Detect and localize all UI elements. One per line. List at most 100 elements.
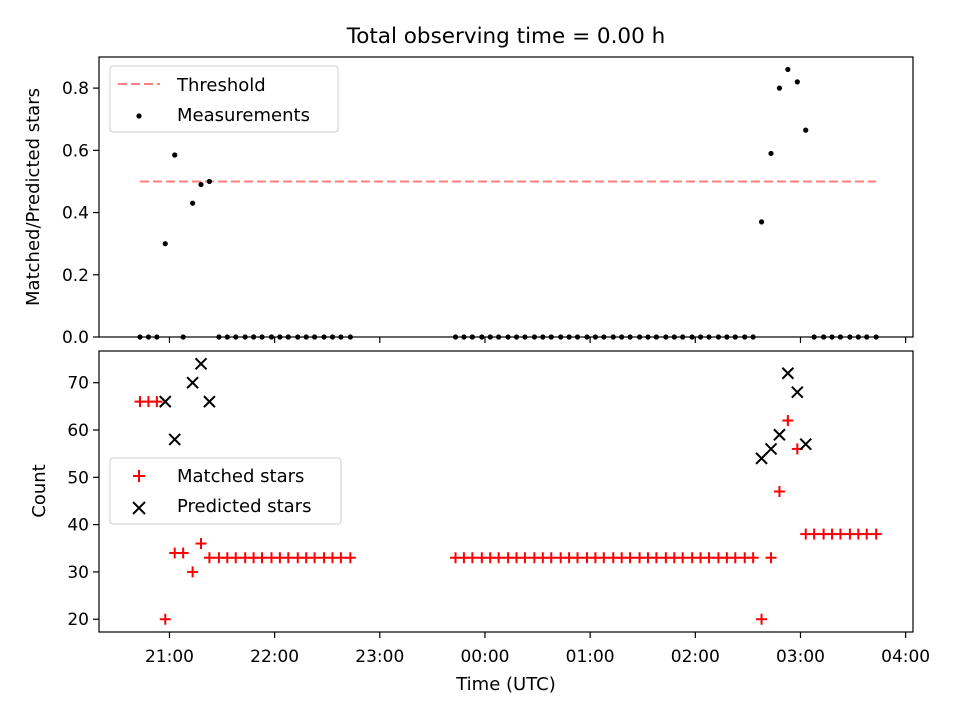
predicted-point xyxy=(159,395,172,408)
matched-point xyxy=(151,396,163,408)
measurement-point xyxy=(689,334,695,340)
predicted-point xyxy=(755,452,768,465)
matched-point xyxy=(729,552,741,564)
predicted-point xyxy=(186,376,199,389)
bottom-y-tick-label: 60 xyxy=(67,421,89,441)
matched-point xyxy=(256,552,268,564)
measurement-point xyxy=(461,334,467,340)
measurement-point xyxy=(250,334,257,340)
measurement-point xyxy=(198,181,204,188)
matched-point xyxy=(650,552,662,564)
measurement-point xyxy=(750,334,756,340)
measurement-point xyxy=(224,334,230,340)
measurement-point xyxy=(233,334,239,340)
bottom-x-tick-label: 02:00 xyxy=(671,647,720,667)
measurement-point xyxy=(768,150,774,157)
matched-point xyxy=(309,552,321,564)
bottom-y-tick-label: 20 xyxy=(67,610,89,630)
legend-threshold-label: Threshold xyxy=(176,75,266,96)
measurement-point xyxy=(522,334,528,340)
measurement-point xyxy=(584,334,590,340)
matched-point xyxy=(677,552,689,564)
measurement-point xyxy=(574,334,581,340)
matched-point xyxy=(230,552,242,564)
measurement-point xyxy=(189,200,196,206)
measurement-point xyxy=(259,334,265,340)
bottom-legend: Matched stars Predicted stars xyxy=(109,457,342,525)
measurement-point xyxy=(329,334,336,340)
measurement-point xyxy=(513,334,520,340)
bottom-x-tick-label: 01:00 xyxy=(566,647,615,667)
bottom-y-tick-label: 70 xyxy=(67,374,89,394)
measurement-point xyxy=(496,334,502,340)
predicted-point xyxy=(203,395,216,408)
bottom-y-tick-label: 30 xyxy=(67,563,89,583)
predicted-point xyxy=(799,437,812,451)
measurement-point xyxy=(829,334,835,340)
predicted-point xyxy=(773,428,786,441)
measurement-point xyxy=(724,334,730,340)
measurement-point xyxy=(847,334,853,340)
matched-point xyxy=(493,552,505,564)
legend-matched-label: Matched stars xyxy=(177,466,304,487)
measurement-point xyxy=(610,334,616,340)
measurement-point xyxy=(697,334,704,340)
measurement-point xyxy=(145,334,152,340)
measurement-point xyxy=(785,66,791,73)
top-y-tick-label: 0.2 xyxy=(62,266,89,286)
measurement-point xyxy=(803,127,809,133)
measurement-point xyxy=(776,85,783,91)
top-plot: 0.00.20.40.60.8 Matched/Predicted stars … xyxy=(23,56,914,348)
matched-point xyxy=(624,552,636,564)
top-y-axis: 0.0 0.2 0.4 0.6 0.8 xyxy=(62,79,99,348)
measurement-point xyxy=(172,152,178,158)
matched-point xyxy=(782,415,794,427)
bottom-x-tick-label: 00:00 xyxy=(460,647,509,667)
bottom-x-tick-label: 03:00 xyxy=(776,647,825,667)
measurement-point xyxy=(162,241,168,247)
measurement-point xyxy=(321,334,327,340)
matched-point xyxy=(834,528,846,540)
bottom-y-tick-label: 40 xyxy=(67,516,89,536)
measurement-point xyxy=(645,334,651,340)
measurement-point xyxy=(671,334,677,340)
top-y-tick-label: 0.4 xyxy=(62,204,89,224)
bottom-y-tick-label: 50 xyxy=(67,468,89,488)
measurement-point xyxy=(311,334,318,340)
measurement-point xyxy=(566,334,572,340)
x-axis-label: Time (UTC) xyxy=(455,674,556,695)
measurement-point xyxy=(811,334,817,340)
chart-title: Total observing time = 0.00 h xyxy=(346,24,666,49)
matched-point xyxy=(282,552,294,564)
measurement-point xyxy=(347,334,353,340)
measurement-point xyxy=(505,334,511,340)
top-x-ticks xyxy=(168,337,907,343)
legend-predicted-swatch xyxy=(132,501,146,515)
measurement-point xyxy=(592,334,598,340)
matched-point xyxy=(177,547,189,559)
bottom-x-tick-label: 23:00 xyxy=(355,647,404,667)
top-legend-box xyxy=(109,65,339,133)
measurement-point xyxy=(479,334,485,340)
matched-point xyxy=(187,566,199,578)
matched-point xyxy=(545,552,557,564)
measurement-point xyxy=(277,334,283,340)
measurement-point xyxy=(180,334,186,340)
matched-point xyxy=(195,538,207,550)
measurement-point xyxy=(742,334,748,340)
matched-point xyxy=(335,552,347,564)
bottom-legend-box xyxy=(109,457,342,525)
measurement-point xyxy=(715,334,722,340)
measurement-point xyxy=(794,79,800,85)
matched-point xyxy=(756,613,768,625)
measurement-point xyxy=(732,334,738,340)
measurement-point xyxy=(338,334,344,340)
measurement-point xyxy=(680,334,686,340)
measurement-point xyxy=(303,334,309,340)
measurement-point xyxy=(242,334,248,340)
bottom-y-axis: 20 30 40 50 60 70 xyxy=(67,374,99,630)
measurement-point xyxy=(601,334,607,340)
measurement-point xyxy=(864,334,870,340)
measurement-point xyxy=(268,334,275,340)
